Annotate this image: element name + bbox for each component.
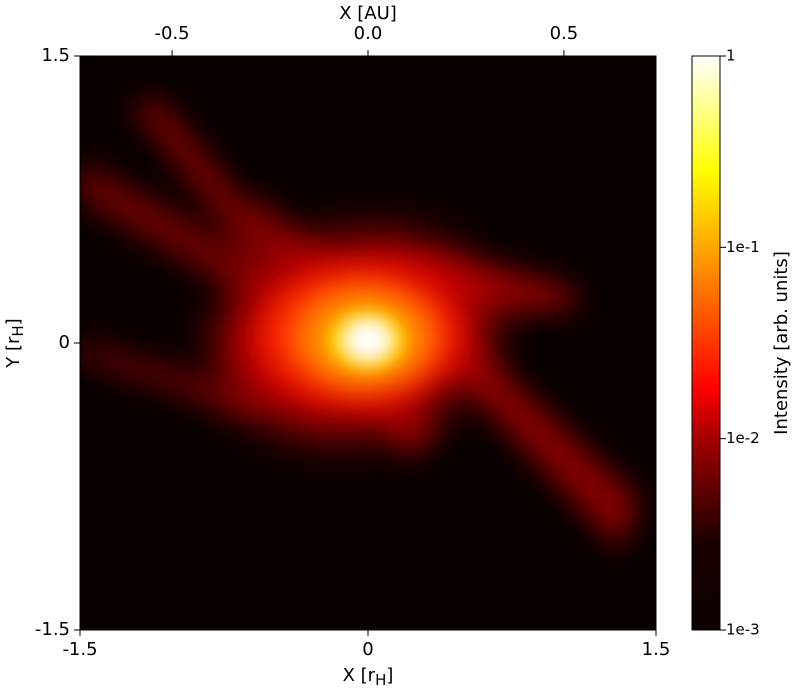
- x-label-part: ]: [386, 665, 393, 686]
- x-tick-label: 1.5: [642, 639, 671, 660]
- y-tick-label: 1.5: [41, 45, 70, 66]
- colorbar: [691, 55, 721, 631]
- x2-tick-label: -0.5: [155, 23, 190, 44]
- y-tick-label: 0: [59, 332, 70, 353]
- colorbar-tick-label: 1e-3: [726, 621, 760, 639]
- x-label-sub: H: [375, 671, 386, 689]
- y-label-part: Y [r: [3, 336, 24, 369]
- heatmap-image: [80, 56, 656, 630]
- y-axis-label: Y [rH]: [3, 318, 27, 368]
- colorbar-tick-label: 1e-2: [726, 429, 760, 447]
- x-tick-label: -1.5: [62, 639, 97, 660]
- y-label-sub: H: [9, 325, 27, 336]
- x-axis-label: X [rH]: [343, 665, 394, 689]
- colorbar-label: Intensity [arb. units]: [771, 251, 792, 435]
- x2-axis-label: X [AU]: [339, 3, 397, 24]
- x2-tick-label: 0.5: [550, 23, 579, 44]
- y-label-part: ]: [3, 318, 24, 325]
- colorbar-tick-label: 1: [726, 47, 736, 65]
- x-label-part: X [r: [343, 665, 376, 686]
- colorbar-tick-label: 1e-1: [726, 238, 760, 256]
- x2-tick-label: 0.0: [354, 23, 383, 44]
- x-tick-label: 0: [362, 639, 373, 660]
- y-tick-label: -1.5: [35, 619, 70, 640]
